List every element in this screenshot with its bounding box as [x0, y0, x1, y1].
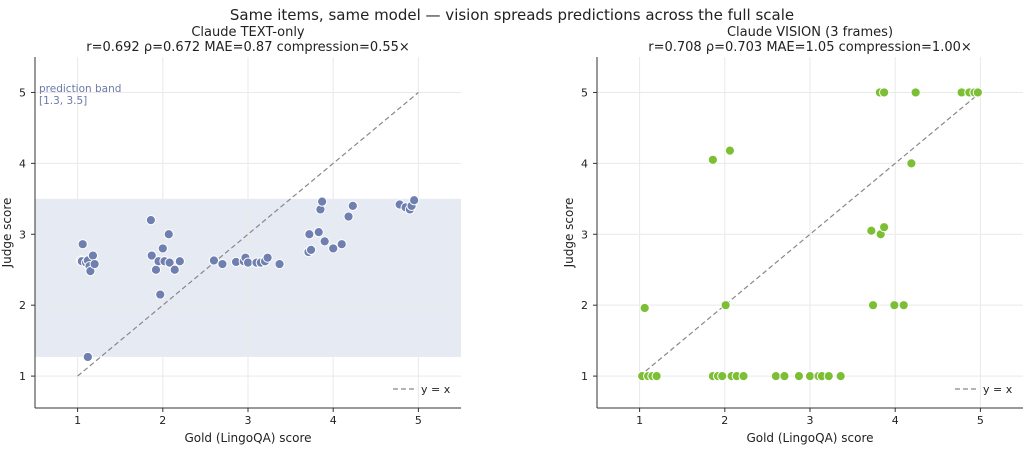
data-point [889, 300, 900, 311]
data-point [639, 302, 650, 314]
x-tick-label: 5 [415, 414, 422, 427]
band-range-label: [1.3, 3.5] [39, 95, 87, 107]
data-point [304, 229, 315, 240]
panel-title: Claude TEXT-only [191, 25, 305, 40]
data-point [169, 264, 180, 275]
data-point [336, 239, 347, 250]
data-point [328, 243, 339, 254]
data-point [779, 370, 790, 382]
data-point [217, 258, 228, 270]
legend: y = x [955, 383, 1013, 396]
data-point [972, 87, 983, 98]
data-point [89, 258, 100, 270]
y-tick-label: 5 [581, 86, 588, 99]
y-tick-label: 3 [581, 228, 588, 241]
x-axis-label: Gold (LingoQA) score [184, 431, 311, 445]
reference-line [639, 91, 981, 377]
data-point [317, 196, 328, 207]
legend-label: y = x [983, 383, 1013, 396]
data-point [155, 289, 166, 300]
data-point [347, 200, 358, 212]
reference-line [77, 91, 419, 377]
y-tick-label: 4 [19, 157, 26, 170]
data-point [343, 211, 354, 222]
data-point [724, 145, 736, 156]
data-point [262, 252, 273, 263]
y-axis-label: Judge score [562, 198, 576, 269]
panel-2: Claude VISION (3 frames)r=0.708 ρ=0.703 … [562, 25, 1023, 445]
x-axis-label: Gold (LingoQA) score [746, 431, 873, 445]
x-tick-label: 2 [721, 414, 728, 427]
y-tick-label: 4 [581, 157, 588, 170]
data-point [793, 370, 805, 382]
panel-subtitle: r=0.692 ρ=0.672 MAE=0.87 compression=0.5… [86, 40, 410, 55]
data-point [770, 370, 782, 382]
y-axis-label: Judge score [0, 198, 14, 269]
x-tick-label: 3 [245, 414, 252, 427]
data-point [720, 300, 731, 311]
x-tick-label: 2 [159, 414, 166, 427]
data-point [867, 300, 879, 311]
data-point [145, 214, 156, 226]
x-tick-label: 1 [636, 414, 643, 427]
data-point [910, 87, 921, 98]
data-point [409, 195, 420, 206]
data-point [313, 227, 324, 238]
y-tick-label: 2 [19, 299, 26, 312]
data-point [319, 236, 330, 247]
data-point [651, 370, 662, 382]
x-tick-label: 1 [74, 414, 81, 427]
y-tick-label: 1 [581, 370, 588, 383]
figure-suptitle: Same items, same model — vision spreads … [230, 6, 794, 24]
data-point [835, 370, 846, 382]
data-point [208, 255, 220, 266]
data-point [146, 250, 157, 261]
legend: y = x [393, 383, 451, 396]
data-point [77, 239, 88, 250]
data-point [866, 225, 877, 236]
data-point [823, 370, 834, 382]
data-point [150, 264, 162, 275]
x-tick-label: 5 [977, 414, 984, 427]
panel-title: Claude VISION (3 frames) [727, 25, 893, 40]
y-tick-label: 5 [19, 86, 26, 99]
x-tick-label: 4 [330, 414, 337, 427]
panel-subtitle: r=0.708 ρ=0.703 MAE=1.05 compression=1.0… [648, 40, 972, 55]
legend-label: y = x [421, 383, 451, 396]
data-point [879, 222, 890, 233]
data-point [164, 257, 175, 268]
data-point [174, 256, 185, 267]
y-tick-label: 3 [19, 228, 26, 241]
y-tick-label: 1 [19, 370, 26, 383]
data-point [305, 244, 317, 255]
data-point [163, 229, 174, 240]
data-point [707, 154, 718, 165]
data-point [879, 87, 890, 98]
data-point [87, 250, 99, 261]
data-point [717, 370, 728, 382]
data-point [804, 370, 816, 382]
data-point [157, 243, 168, 254]
data-point [738, 370, 749, 382]
y-tick-label: 2 [581, 299, 588, 312]
data-point [242, 257, 254, 268]
data-point [906, 158, 917, 169]
x-tick-label: 3 [807, 414, 814, 427]
x-tick-label: 4 [892, 414, 899, 427]
data-point [82, 351, 93, 363]
data-point [898, 300, 909, 311]
data-point [274, 258, 285, 270]
band-label: prediction band [39, 83, 121, 95]
